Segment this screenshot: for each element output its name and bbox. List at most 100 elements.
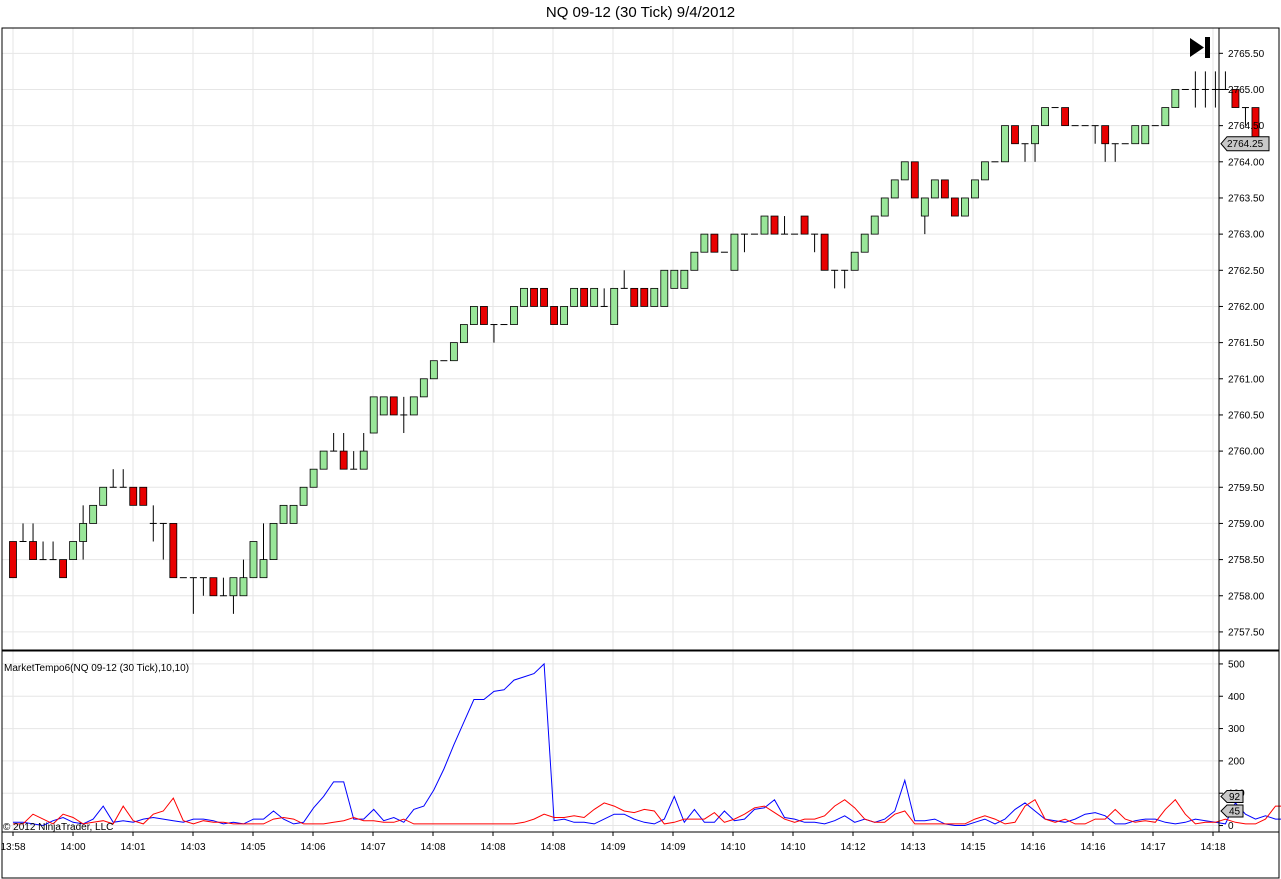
candle-body	[580, 287, 589, 307]
candle-body	[1011, 125, 1019, 145]
x-tick-label: 14:00	[60, 842, 85, 853]
indicator-value-label: 92	[1229, 792, 1241, 803]
candle-body	[369, 396, 378, 434]
candle-body	[269, 523, 278, 560]
x-tick-label: 14:10	[780, 842, 805, 853]
price-tick-label: 2759.00	[1228, 519, 1265, 530]
candle-body	[299, 486, 308, 506]
x-tick-label: 14:08	[420, 842, 445, 853]
price-tick-label: 2761.00	[1228, 374, 1265, 385]
x-tick-label: 14:03	[180, 842, 205, 853]
indicator-value-marker	[1220, 789, 1244, 803]
x-tick-label: 14:07	[360, 842, 385, 853]
candle-body	[670, 269, 679, 289]
candle-body	[249, 541, 258, 579]
candle-body	[1171, 89, 1180, 108]
candle-body	[9, 541, 17, 579]
x-tick-label: 14:13	[900, 842, 925, 853]
candle-body	[1031, 125, 1039, 145]
candle-body	[650, 287, 659, 307]
indicator-value-marker	[1220, 804, 1244, 818]
x-axis-labels: 13:58 14:00 14:01 14:03 14:05 14:06 14:07 14:08…	[0, 832, 1226, 853]
x-tick-label: 14:16	[1020, 842, 1045, 853]
candle-body	[1141, 125, 1150, 145]
last-price-marker	[1220, 136, 1270, 152]
candle-body	[339, 450, 348, 470]
candle-body	[800, 215, 809, 235]
x-tick-label: 14:12	[840, 842, 865, 853]
candle-body	[470, 306, 478, 325]
x-tick-label: 14:15	[960, 842, 985, 853]
candle-body	[550, 306, 558, 325]
indicator-gridlines	[2, 651, 1219, 832]
x-tick-label: 14:18	[1200, 842, 1225, 853]
candle-body	[890, 179, 899, 199]
x-tick-label: 14:16	[1080, 842, 1105, 853]
candle-body	[1061, 107, 1069, 127]
candle-body	[700, 233, 709, 253]
candle-body	[520, 287, 528, 307]
candle-body	[1101, 125, 1110, 145]
candle-body	[429, 360, 438, 380]
candle-body	[1161, 107, 1170, 127]
candle-body	[860, 233, 869, 253]
last-value-markers: 2764.25 92 45	[1220, 136, 1270, 818]
candle-body	[590, 287, 599, 307]
time-axis-frame	[1, 831, 1280, 879]
candle-body	[409, 396, 418, 416]
candle-body	[910, 161, 919, 199]
price-tick-label: 2763.00	[1228, 230, 1265, 241]
candle-body	[289, 504, 298, 524]
x-tick-label: 14:08	[540, 842, 565, 853]
candle-body	[459, 324, 468, 344]
candle-body	[981, 161, 989, 181]
x-tick-label: 14:17	[1140, 842, 1165, 853]
candle-body	[1231, 89, 1240, 108]
candle-body	[730, 233, 739, 271]
candle-body	[449, 342, 458, 362]
candle-body	[660, 269, 669, 307]
play-forward-icon[interactable]	[1190, 37, 1210, 58]
price-tick-label: 2758.50	[1228, 555, 1265, 566]
candle-body	[79, 523, 88, 542]
price-tick-label: 2765.00	[1228, 85, 1265, 96]
candle-body	[59, 559, 67, 579]
indicator-tick-label: 300	[1228, 724, 1245, 735]
chart-title: NQ 09-12 (30 Tick) 9/4/2012	[545, 4, 736, 21]
price-tick-label: 2763.50	[1228, 193, 1265, 204]
x-tick-label: 14:09	[660, 842, 685, 853]
price-tick-label: 2764.00	[1228, 157, 1265, 168]
candle-body	[560, 306, 568, 325]
indicator-tick-label: 400	[1228, 692, 1245, 703]
candle-body	[961, 197, 969, 217]
indicator-panel-frame	[1, 650, 1280, 833]
candle-body	[169, 523, 178, 579]
candle-body	[139, 486, 148, 506]
candle-body	[710, 233, 719, 253]
indicator-lines	[13, 662, 1281, 827]
candle-body	[99, 486, 108, 506]
candle-body	[530, 287, 538, 307]
candle-body	[900, 161, 909, 181]
indicator-line-blue	[13, 662, 1281, 827]
price-tick-label: 2757.50	[1228, 627, 1265, 638]
last-price-label: 2764.25	[1227, 139, 1264, 150]
candle-body	[480, 306, 488, 325]
candle-body	[880, 197, 889, 217]
x-tick-label: 14:05	[240, 842, 265, 853]
candle-body	[229, 577, 238, 597]
indicator-value-label: 45	[1229, 806, 1241, 817]
x-tick-label: 14:10	[720, 842, 745, 853]
price-tick-label: 2765.50	[1228, 49, 1265, 60]
price-panel-frame	[1, 27, 1280, 651]
candle-body	[359, 450, 368, 470]
candle-body	[850, 251, 859, 271]
candle-body	[770, 215, 779, 235]
candle-body	[259, 559, 268, 579]
candle-body	[610, 287, 619, 325]
x-tick-label: 14:08	[480, 842, 505, 853]
candle-body	[920, 197, 929, 217]
price-candles	[9, 71, 1260, 614]
